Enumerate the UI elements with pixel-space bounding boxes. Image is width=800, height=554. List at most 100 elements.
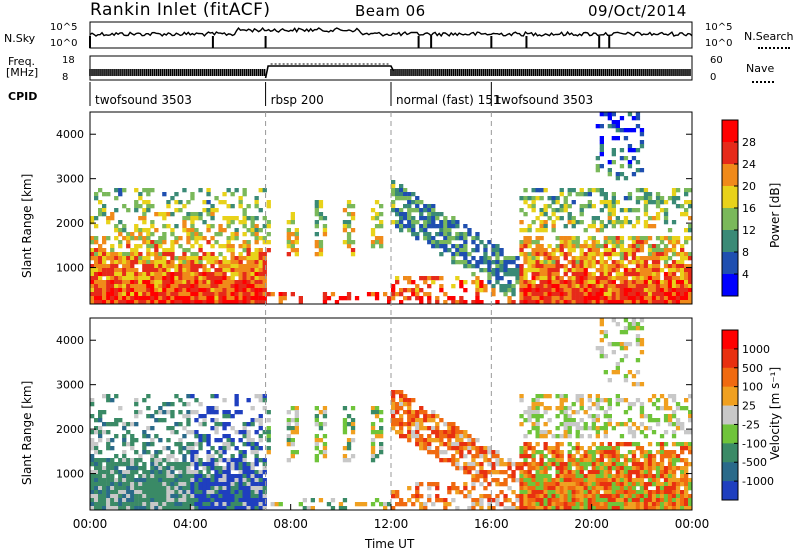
heatmap-cell — [507, 300, 512, 305]
heatmap-cell — [222, 280, 227, 285]
heatmap-cell — [170, 232, 175, 237]
heatmap-cell — [206, 292, 211, 297]
heatmap-cell — [294, 410, 299, 415]
heatmap-cell — [527, 446, 532, 451]
heatmap-cell — [483, 288, 488, 293]
heatmap-cell — [591, 284, 596, 289]
heatmap-cell — [126, 300, 131, 305]
heatmap-cell — [254, 442, 259, 447]
heatmap-cell — [170, 490, 175, 495]
heatmap-cell — [559, 410, 564, 415]
heatmap-cell — [222, 446, 227, 451]
heatmap-cell — [391, 490, 396, 495]
heatmap-cell — [158, 450, 163, 455]
heatmap-cell — [423, 446, 428, 451]
heatmap-cell — [186, 300, 191, 305]
heatmap-cell — [507, 280, 512, 285]
heatmap-cell — [519, 446, 524, 451]
heatmap-cell — [174, 224, 179, 229]
heatmap-cell — [587, 462, 592, 467]
heatmap-cell — [631, 280, 637, 285]
heatmap-cell — [206, 474, 211, 479]
heatmap-cell — [623, 346, 629, 351]
heatmap-cell — [575, 494, 580, 499]
heatmap-cell — [595, 478, 600, 483]
heatmap-cell — [407, 192, 412, 197]
heatmap-cell — [134, 236, 139, 241]
heatmap-cell — [98, 252, 103, 257]
heatmap-cell — [471, 300, 476, 305]
heatmap-cell — [222, 470, 227, 475]
heatmap-cell — [539, 212, 544, 217]
heatmap-cell — [551, 260, 556, 265]
heatmap-cell — [487, 498, 492, 503]
colorbar-tick-label: 500 — [742, 362, 763, 375]
heatmap-cell — [134, 478, 139, 483]
heatmap-cell — [663, 208, 669, 213]
heatmap-cell — [684, 240, 689, 245]
heatmap-cell — [202, 466, 207, 471]
heatmap-cell — [154, 470, 159, 475]
heatmap-cell — [118, 478, 123, 483]
heatmap-cell — [250, 292, 255, 297]
heatmap-cell — [688, 292, 693, 297]
heatmap-cell — [387, 300, 392, 305]
heatmap-cell — [322, 232, 328, 237]
heatmap-cell — [563, 208, 568, 213]
heatmap-cell — [234, 458, 239, 463]
heatmap-cell — [142, 462, 147, 467]
heatmap-cell — [254, 458, 259, 463]
heatmap-cell — [230, 498, 235, 503]
heatmap-cell — [130, 276, 135, 281]
heatmap-cell — [635, 272, 641, 277]
heatmap-cell — [680, 284, 685, 289]
heatmap-cell — [138, 478, 143, 483]
heatmap-cell — [170, 414, 175, 419]
heatmap-cell — [290, 426, 295, 431]
heatmap-cell — [350, 240, 356, 245]
heatmap-cell — [439, 244, 444, 249]
heatmap-cell — [459, 300, 464, 305]
heatmap-cell — [226, 466, 231, 471]
heatmap-cell — [571, 446, 576, 451]
heatmap-cell — [114, 300, 119, 305]
heatmap-cell — [527, 244, 532, 249]
heatmap-cell — [479, 462, 484, 467]
heatmap-cell — [463, 446, 468, 451]
heatmap-cell — [651, 268, 657, 273]
heatmap-cell — [639, 402, 645, 407]
heatmap-cell — [547, 284, 552, 289]
heatmap-cell — [479, 446, 484, 451]
heatmap-cell — [631, 236, 637, 241]
heatmap-cell — [94, 458, 99, 463]
heatmap-cell — [659, 280, 665, 285]
heatmap-cell — [142, 300, 147, 305]
heatmap-cell — [619, 248, 625, 253]
heatmap-cell — [370, 244, 376, 249]
heatmap-cell — [627, 474, 633, 479]
heatmap-cell — [655, 418, 661, 423]
heatmap-cell — [198, 494, 203, 499]
heatmap-cell — [214, 292, 219, 297]
heatmap-cell — [595, 466, 600, 471]
heatmap-cell — [559, 208, 564, 213]
y-tick-label: 1000 — [56, 468, 84, 481]
heatmap-cell — [659, 450, 665, 455]
heatmap-cell — [266, 438, 271, 443]
heatmap-cell — [379, 212, 384, 217]
heatmap-cell — [154, 256, 159, 261]
heatmap-cell — [194, 506, 199, 511]
heatmap-cell — [202, 502, 207, 507]
colorbar-tick-label: 12 — [742, 224, 756, 237]
heatmap-cell — [146, 288, 151, 293]
heatmap-cell — [611, 300, 616, 305]
heatmap-cell — [527, 494, 532, 499]
heatmap-cell — [102, 212, 107, 217]
heatmap-cell — [379, 434, 384, 439]
heatmap-cell — [619, 342, 625, 347]
heatmap-cell — [463, 260, 468, 265]
heatmap-cell — [591, 474, 596, 479]
heatmap-cell — [98, 264, 103, 269]
heatmap-cell — [387, 296, 392, 301]
heatmap-cell — [170, 284, 175, 289]
